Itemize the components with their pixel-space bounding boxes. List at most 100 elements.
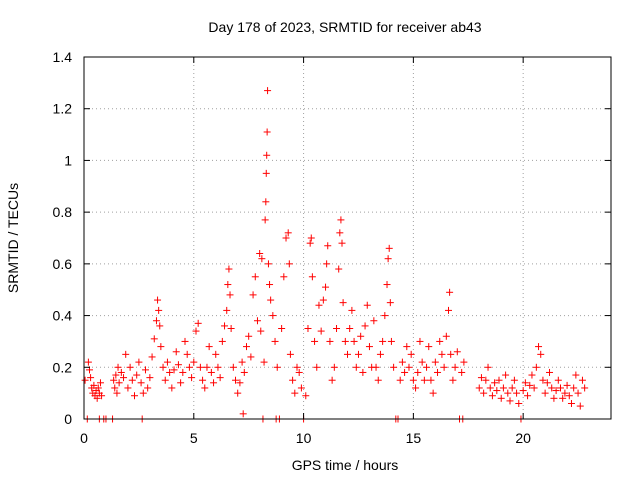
data-point — [510, 376, 518, 384]
data-point — [526, 381, 534, 389]
data-point — [539, 376, 547, 384]
data-point — [174, 361, 182, 369]
data-point — [168, 384, 176, 392]
data-point — [126, 363, 134, 371]
data-point — [139, 389, 147, 397]
data-point — [328, 376, 336, 384]
data-point — [161, 376, 169, 384]
data-point — [245, 332, 253, 340]
data-point — [112, 371, 120, 379]
y-tick-label: 0.6 — [53, 256, 73, 272]
data-point — [418, 358, 426, 366]
data-point — [253, 317, 261, 325]
data-point — [110, 376, 118, 384]
data-point — [359, 368, 367, 376]
data-point — [561, 389, 569, 397]
data-point — [374, 376, 382, 384]
data-point — [537, 350, 545, 358]
grid-lines — [84, 57, 611, 419]
data-point — [229, 363, 237, 371]
data-point — [578, 376, 586, 384]
data-point — [271, 337, 279, 345]
data-point — [226, 291, 234, 299]
data-point — [519, 387, 527, 395]
data-point — [114, 363, 122, 371]
data-point — [267, 296, 275, 304]
data-point — [319, 296, 327, 304]
data-point — [339, 299, 347, 307]
data-point — [115, 379, 123, 387]
data-point — [330, 363, 338, 371]
data-point — [412, 384, 420, 392]
data-point — [447, 350, 455, 358]
data-point — [572, 371, 580, 379]
data-point — [90, 381, 98, 389]
axis-ticks — [83, 56, 611, 420]
data-point — [242, 343, 250, 351]
data-point — [227, 325, 235, 332]
data-point — [120, 374, 128, 382]
y-tick-label: 0.2 — [53, 359, 73, 375]
data-point — [449, 376, 457, 384]
data-point — [429, 389, 437, 397]
data-point — [513, 389, 521, 397]
data-point — [565, 392, 573, 400]
x-tick-label: 15 — [406, 430, 422, 446]
data-point — [239, 410, 247, 418]
data-point — [346, 325, 354, 332]
data-point — [336, 229, 344, 237]
data-point — [266, 281, 274, 289]
y-axis-title: SRMTID / TECUs — [5, 183, 21, 293]
data-point — [416, 337, 424, 345]
data-point — [431, 358, 439, 366]
data-point — [148, 353, 156, 361]
data-point — [333, 325, 341, 332]
y-tick-label: 0 — [64, 411, 72, 427]
data-point — [249, 291, 257, 299]
data-point — [396, 376, 404, 384]
axis-tick-labels: 0 0.2 0.4 0.6 0.8 1 1.2 1.4 0 5 10 15 20 — [53, 49, 532, 446]
y-tick-label: 1.4 — [53, 49, 73, 65]
data-point — [289, 376, 297, 384]
data-point — [363, 301, 371, 309]
data-point — [131, 392, 139, 400]
data-point — [425, 343, 433, 351]
data-point — [257, 327, 265, 335]
data-point — [480, 389, 488, 397]
data-point — [157, 343, 165, 351]
data-point — [190, 358, 198, 366]
data-point — [141, 366, 149, 374]
data-point — [453, 348, 461, 356]
data-point — [405, 363, 413, 371]
data-point — [326, 337, 334, 345]
x-tick-label: 10 — [296, 430, 312, 446]
data-point — [308, 273, 316, 281]
data-point — [111, 384, 119, 392]
y-tick-label: 0.4 — [53, 308, 73, 324]
data-point — [535, 343, 543, 351]
data-point — [150, 335, 158, 343]
data-point — [383, 281, 391, 289]
data-point — [201, 384, 209, 392]
data-point — [546, 368, 554, 376]
data-point — [556, 384, 564, 392]
data-point — [172, 348, 180, 356]
data-point — [532, 363, 540, 371]
data-point — [506, 397, 514, 405]
data-point — [306, 239, 314, 247]
data-point — [144, 384, 152, 392]
data-point — [354, 350, 362, 358]
data-point — [163, 358, 171, 366]
data-point — [495, 376, 503, 384]
y-tick-label: 1 — [64, 152, 72, 168]
data-point — [302, 392, 310, 400]
data-point — [576, 402, 584, 410]
data-point — [385, 244, 393, 252]
data-point — [502, 371, 510, 379]
data-point — [317, 327, 325, 335]
data-point — [372, 363, 380, 371]
data-point — [401, 368, 409, 376]
data-point — [440, 363, 448, 371]
data-point — [297, 384, 305, 392]
data-point — [183, 350, 191, 358]
